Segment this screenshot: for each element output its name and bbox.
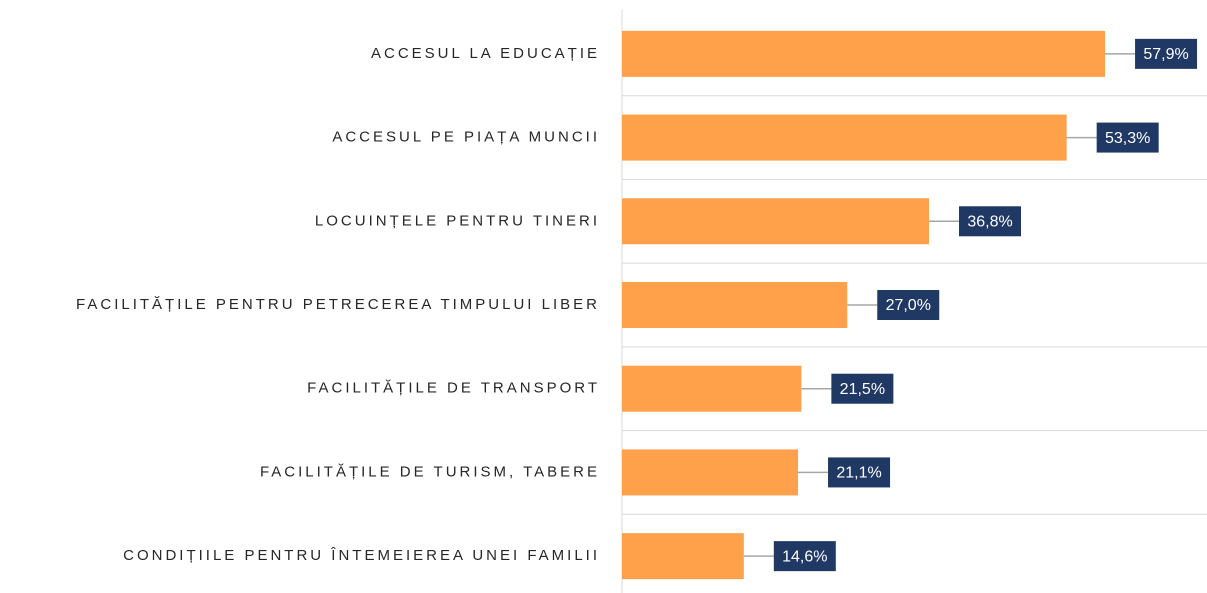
value-label: 21,5% xyxy=(840,381,885,398)
value-label-box xyxy=(1096,122,1159,153)
category-label: FACILITĂȚILE PENTRU PETRECEREA TIMPULUI … xyxy=(76,296,600,313)
value-label-box xyxy=(773,541,836,572)
category-label: FACILITĂȚILE DE TRANSPORT xyxy=(307,380,600,397)
bar xyxy=(622,30,1106,77)
value-label: 27,0% xyxy=(886,297,931,314)
value-label: 53,3% xyxy=(1105,130,1150,147)
bar xyxy=(622,282,848,328)
value-label-box xyxy=(1135,38,1198,69)
bar xyxy=(622,449,799,496)
bar xyxy=(622,365,802,412)
category-label: CONDIȚIILE PENTRU ÎNTEMEIEREA UNEI FAMIL… xyxy=(123,547,600,564)
bar xyxy=(622,533,744,580)
value-label: 57,9% xyxy=(1143,46,1188,63)
value-label: 21,1% xyxy=(836,465,881,482)
value-label-box xyxy=(959,206,1022,237)
category-label: ACCESUL PE PIAȚA MUNCII xyxy=(332,129,600,146)
value-label-box xyxy=(831,373,894,404)
category-label: ACCESUL LA EDUCAȚIE xyxy=(371,45,600,62)
bar xyxy=(622,198,930,245)
category-label: FACILITĂȚILE DE TURISM, TABERE xyxy=(260,463,600,480)
bar xyxy=(622,114,1067,161)
value-label: 36,8% xyxy=(967,214,1012,231)
category-label: LOCUINȚELE PENTRU TINERI xyxy=(315,212,600,229)
value-label-box xyxy=(877,290,940,320)
value-label-box xyxy=(828,457,891,488)
value-label: 14,6% xyxy=(782,548,827,565)
